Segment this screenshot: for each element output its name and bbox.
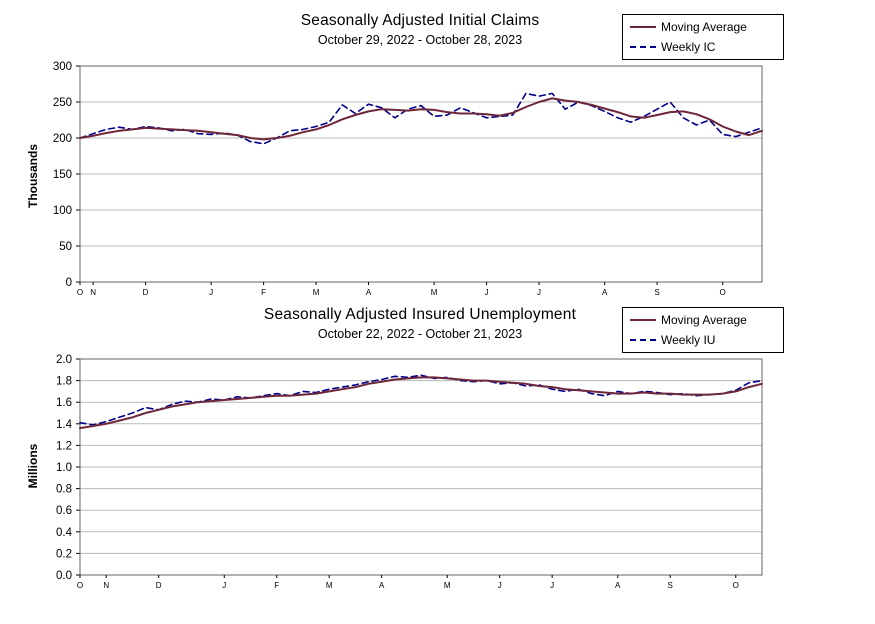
svg-text:O: O bbox=[733, 581, 739, 590]
svg-text:1.4: 1.4 bbox=[56, 419, 73, 431]
svg-text:J: J bbox=[498, 581, 502, 590]
svg-text:0.4: 0.4 bbox=[56, 527, 73, 539]
svg-text:250: 250 bbox=[53, 97, 72, 109]
svg-text:300: 300 bbox=[53, 61, 72, 73]
legend-label-moving-average: Moving Average bbox=[661, 313, 747, 327]
insured-unemployment-subtitle: October 22, 2022 - October 21, 2023 bbox=[317, 327, 523, 341]
svg-text:50: 50 bbox=[59, 241, 72, 253]
svg-text:J: J bbox=[550, 581, 554, 590]
svg-text:100: 100 bbox=[53, 205, 72, 217]
svg-text:1.0: 1.0 bbox=[56, 462, 72, 474]
weekly-ic-line-sample bbox=[630, 46, 656, 48]
legend-label-moving-average: Moving Average bbox=[661, 20, 747, 34]
svg-text:0.6: 0.6 bbox=[56, 505, 72, 517]
legend-label-weekly-iu: Weekly IU bbox=[661, 333, 716, 347]
svg-text:200: 200 bbox=[53, 133, 72, 145]
legend-row-weekly-ic: Weekly IC bbox=[630, 40, 776, 54]
weekly-iu-line-sample bbox=[630, 339, 656, 341]
insured-unemployment-title: Seasonally Adjusted Insured Unemployment bbox=[263, 306, 577, 323]
insured-unemployment-legend: Moving Average Weekly IU bbox=[622, 307, 784, 353]
moving-average-line-sample bbox=[630, 26, 656, 28]
svg-text:1.6: 1.6 bbox=[56, 397, 72, 409]
svg-text:150: 150 bbox=[53, 169, 72, 181]
insured-unemployment-plot: 0.0 0.2 0.4 0.6 0.8 1.0 1.2 1.4 1.6 1.8 2.0 O N D J F M A… bbox=[56, 354, 763, 590]
svg-text:J: J bbox=[222, 581, 226, 590]
svg-text:A: A bbox=[379, 581, 385, 590]
moving-average-line-sample bbox=[630, 319, 656, 321]
svg-text:O: O bbox=[720, 288, 726, 297]
legend-row-weekly-iu: Weekly IU bbox=[630, 333, 776, 347]
svg-text:D: D bbox=[156, 581, 162, 590]
svg-text:0.0: 0.0 bbox=[56, 570, 72, 582]
svg-text:A: A bbox=[366, 288, 372, 297]
svg-text:J: J bbox=[537, 288, 541, 297]
initial-claims-legend: Moving Average Weekly IC bbox=[622, 14, 784, 60]
svg-text:F: F bbox=[261, 288, 266, 297]
svg-text:A: A bbox=[602, 288, 608, 297]
svg-text:M: M bbox=[326, 581, 333, 590]
svg-text:M: M bbox=[431, 288, 438, 297]
svg-text:M: M bbox=[313, 288, 320, 297]
svg-text:S: S bbox=[668, 581, 673, 590]
svg-text:0.8: 0.8 bbox=[56, 484, 72, 496]
svg-text:F: F bbox=[274, 581, 279, 590]
svg-text:M: M bbox=[444, 581, 451, 590]
svg-text:0.2: 0.2 bbox=[56, 548, 72, 560]
legend-label-weekly-ic: Weekly IC bbox=[661, 40, 716, 54]
svg-text:O: O bbox=[77, 581, 83, 590]
initial-claims-title: Seasonally Adjusted Initial Claims bbox=[300, 12, 540, 29]
svg-text:1.2: 1.2 bbox=[56, 440, 72, 452]
svg-text:J: J bbox=[209, 288, 213, 297]
svg-text:S: S bbox=[654, 288, 659, 297]
svg-text:A: A bbox=[615, 581, 621, 590]
svg-text:N: N bbox=[103, 581, 109, 590]
svg-text:0: 0 bbox=[66, 277, 72, 289]
legend-row-moving-average: Moving Average bbox=[630, 313, 776, 327]
svg-text:N: N bbox=[90, 288, 96, 297]
svg-text:J: J bbox=[485, 288, 489, 297]
svg-text:2.0: 2.0 bbox=[56, 354, 72, 366]
initial-claims-subtitle: October 29, 2022 - October 28, 2023 bbox=[317, 33, 523, 47]
svg-text:D: D bbox=[143, 288, 149, 297]
svg-text:O: O bbox=[77, 288, 83, 297]
svg-text:1.8: 1.8 bbox=[56, 376, 72, 388]
legend-row-moving-average: Moving Average bbox=[630, 20, 776, 34]
